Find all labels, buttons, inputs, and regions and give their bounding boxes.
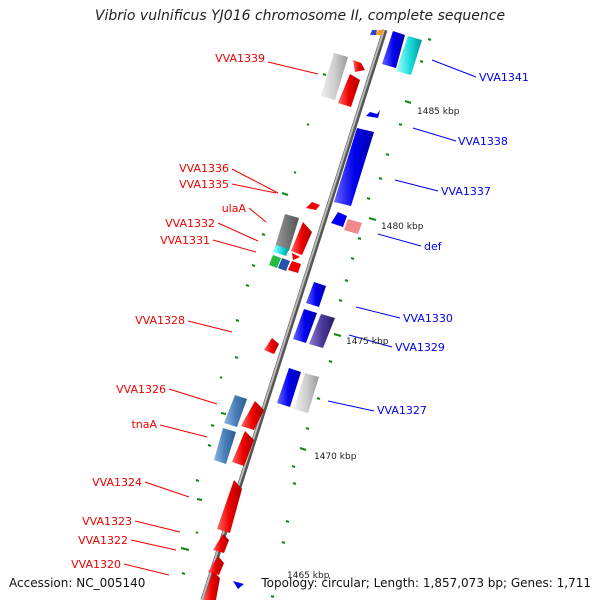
- gene-label: tnaA: [131, 418, 157, 431]
- scale-label: 1475 kbp: [346, 337, 389, 347]
- scale-label: 1470 kbp: [314, 452, 357, 462]
- gene-VVA1339-red-1: [353, 60, 365, 72]
- gene-bottom-blue: [233, 581, 244, 589]
- ticks-right: [270, 38, 432, 598]
- gene-label: VVA1320: [71, 558, 121, 571]
- gene-VVA1331-b: [278, 258, 290, 271]
- gene-labels-right: VVA1341 VVA1338 VVA1337 def VVA1330 VVA1…: [377, 71, 529, 417]
- accession-label: Accession: NC_005140: [9, 576, 146, 590]
- gene-VVA1330: [306, 282, 326, 307]
- gene-label: VVA1329: [395, 341, 445, 354]
- gene-VVA1335: [306, 202, 320, 210]
- gene-VVA1327-a: [277, 368, 301, 407]
- gene-VVA1332-b: [292, 253, 300, 260]
- gene-label: def: [424, 240, 443, 253]
- gene-label: VVA1335: [179, 178, 229, 191]
- scale-label: 1485 kbp: [417, 107, 460, 117]
- gene-label: VVA1341: [479, 71, 529, 84]
- leader-lines-left: [123, 61, 319, 576]
- gene-VVA1329-a: [293, 309, 317, 343]
- gene-labels-left: VVA1339 VVA1336 VVA1335 ulaA VVA1332 VVA…: [71, 52, 265, 571]
- gene-label: VVA1324: [92, 476, 142, 489]
- gene-VVA1326-box: [224, 395, 247, 427]
- ticks-left: [180, 73, 327, 575]
- gene-VVA1331-a: [269, 255, 281, 268]
- gene-label: VVA1338: [458, 135, 508, 148]
- gene-VVA1332-a: [273, 245, 289, 256]
- map-title: Vibrio vulnificus YJ016 chromosome II, c…: [94, 8, 506, 24]
- gene-VVA1327-b: [294, 373, 319, 413]
- scale-label: 1465 kbp: [287, 571, 330, 581]
- gene-VVA1338: [366, 110, 380, 118]
- gene-VVA1323: [213, 534, 229, 553]
- leader-lines-right: [327, 59, 477, 412]
- scale-labels: 1485 kbp 1480 kbp 1475 kbp 1470 kbp 1465…: [287, 107, 460, 581]
- gene-VVA1329-b: [309, 314, 335, 348]
- gene-label: VVA1339: [215, 52, 265, 65]
- gene-VVA1341-box-1: [382, 31, 405, 68]
- scale-label: 1480 kbp: [381, 222, 424, 232]
- gene-tnaA-box: [214, 428, 236, 464]
- gene-label: VVA1330: [403, 312, 453, 325]
- gene-ulaA-red: [291, 222, 312, 255]
- gene-label: VVA1328: [135, 314, 185, 327]
- gene-VVA1331-c: [288, 261, 301, 273]
- gene-label: VVA1322: [78, 534, 128, 547]
- gene-label: VVA1327: [377, 404, 427, 417]
- gene-label: VVA1331: [160, 234, 210, 247]
- gene-VVA1341-box-2: [396, 36, 422, 75]
- gene-VVA1328: [264, 338, 279, 354]
- gene-VVA1324: [217, 480, 242, 533]
- gene-label: VVA1326: [116, 383, 166, 396]
- gene-label: VVA1323: [82, 515, 132, 528]
- gene-clipped-top-orange: [376, 30, 383, 35]
- gene-tnaA-red: [232, 431, 254, 466]
- gene-ulaA-box: [275, 214, 299, 251]
- gene-VVA1339-red-2: [338, 74, 360, 107]
- gene-def: [344, 219, 362, 234]
- gene-label: VVA1332: [165, 217, 215, 230]
- gene-label: ulaA: [222, 202, 247, 215]
- gene-VVA1339-box: [321, 53, 348, 100]
- gene-VVA1322: [208, 556, 224, 575]
- gene-clipped-top-blue: [370, 30, 377, 35]
- gene-label: VVA1336: [179, 162, 229, 175]
- gene-VVA1320: [203, 571, 220, 600]
- genome-summary: Topology: circular; Length: 1,857,073 bp…: [261, 576, 591, 590]
- gene-label: VVA1337: [441, 185, 491, 198]
- gene-VVA1326-red: [241, 401, 264, 430]
- gene-def-blue: [331, 212, 347, 227]
- gene-VVA1337: [334, 128, 374, 206]
